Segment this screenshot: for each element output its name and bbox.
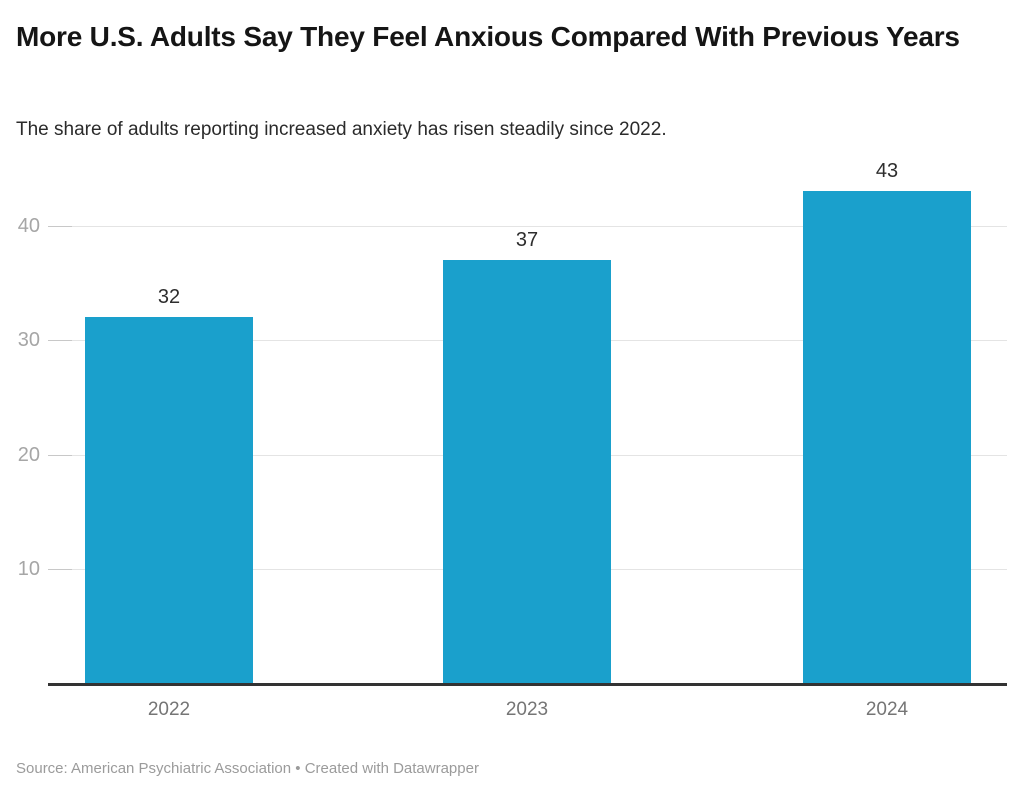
y-axis-tick	[48, 569, 72, 570]
y-tick-label: 40	[17, 215, 40, 237]
bar-value-label: 32	[157, 286, 181, 308]
bar	[85, 317, 253, 684]
x-tick-label: 2023	[505, 699, 549, 720]
y-axis-tick	[48, 226, 72, 227]
bar	[443, 260, 611, 684]
y-axis-tick	[48, 455, 72, 456]
x-tick-label: 2024	[865, 699, 909, 720]
y-axis-tick	[48, 340, 72, 341]
x-tick-label: 2022	[147, 699, 191, 720]
y-tick-label: 20	[17, 444, 40, 466]
chart-subtitle: The share of adults reporting increased …	[16, 119, 667, 140]
source-attribution: Source: American Psychiatric Association…	[16, 760, 479, 777]
bar-value-label: 43	[875, 160, 899, 182]
y-tick-label: 30	[17, 329, 40, 351]
bar	[803, 191, 971, 684]
chart-title: More U.S. Adults Say They Feel Anxious C…	[16, 21, 960, 52]
y-tick-label: 10	[17, 558, 40, 580]
x-axis-baseline	[48, 683, 1007, 686]
gridline	[48, 226, 1007, 227]
bar-value-label: 37	[515, 229, 539, 251]
